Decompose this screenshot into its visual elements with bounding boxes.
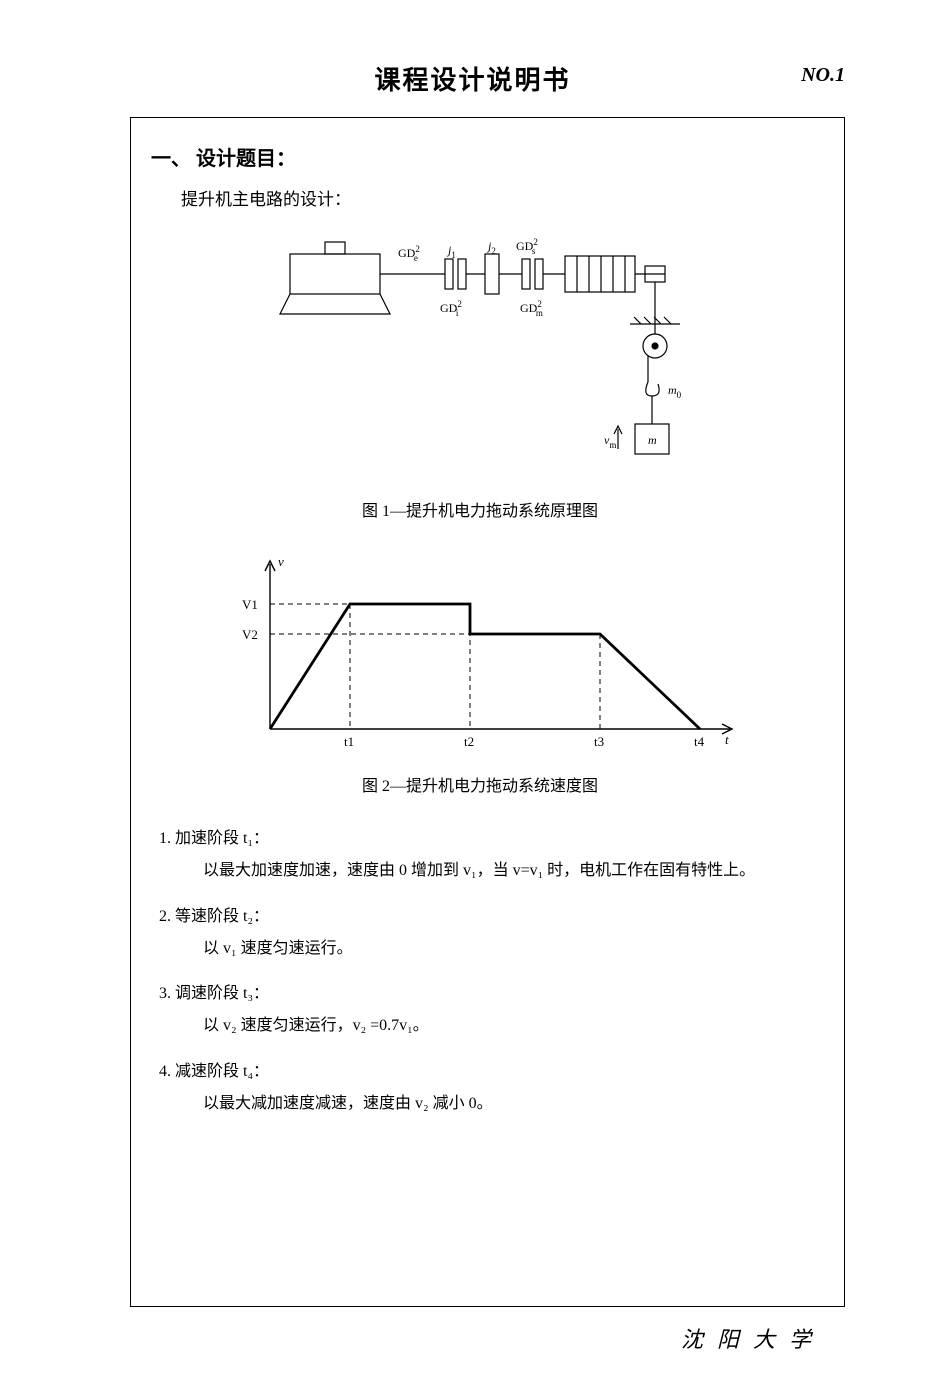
page: 课程设计说明书 NO.1 一、 设计题目： 提升机主电路的设计： <box>0 0 945 1394</box>
stage-1-title: 1. 加速阶段 t₁： <box>159 824 809 848</box>
footer-university: 沈阳大学 <box>0 1322 825 1354</box>
svg-text:GD2e: GD2e <box>398 244 420 263</box>
stage-2-title: 2. 等速阶段 t₂： <box>159 902 809 926</box>
ytick-v1: V1 <box>242 597 258 612</box>
svg-text:m0: m0 <box>668 383 682 400</box>
hoist-schematic-svg: GD2e GD2i GD2s GD2m j1 j2 j3 m0 m vm <box>270 224 690 484</box>
xtick-t4: t4 <box>694 734 705 749</box>
axis-y-label: v <box>278 554 284 569</box>
label-m0: m <box>668 383 677 397</box>
stage-3-title: 3. 调速阶段 t₃： <box>159 979 809 1003</box>
ytick-v2: V2 <box>242 627 258 642</box>
page-number: NO.1 <box>801 64 845 87</box>
svg-text:j1: j1 <box>446 243 456 260</box>
doc-title: 课程设计说明书 <box>374 60 570 97</box>
content-frame: 一、 设计题目： 提升机主电路的设计： <box>130 117 845 1307</box>
stage-3-body: 以 v₂ 速度匀速运行，v₂ =0.7v₁。 <box>203 1013 809 1039</box>
figure-2-caption: 图 2—提升机电力拖动系统速度图 <box>151 772 809 796</box>
figure-2: v t V1 V2 t1 t2 t3 t4 <box>151 549 809 764</box>
speed-graph-svg: v t V1 V2 t1 t2 t3 t4 <box>220 549 740 759</box>
svg-text:GD2i: GD2i <box>440 299 462 318</box>
label-m: m <box>648 433 657 447</box>
stage-4-title: 4. 减速阶段 t₄： <box>159 1057 809 1081</box>
xtick-t2: t2 <box>464 734 474 749</box>
axis-x-label: t <box>725 732 729 747</box>
figure-1-caption: 图 1—提升机电力拖动系统原理图 <box>151 497 809 521</box>
stage-1-body: 以最大加速度加速，速度由 0 增加到 v₁，当 v=v₁ 时，电机工作在固有特性… <box>203 858 809 884</box>
page-header: 课程设计说明书 NO.1 <box>0 60 945 97</box>
xtick-t3: t3 <box>594 734 604 749</box>
xtick-t1: t1 <box>344 734 354 749</box>
svg-text:GD2s: GD2s <box>516 237 538 256</box>
svg-text:vm: vm <box>604 433 616 450</box>
stage-4-body: 以最大减加速度减速，速度由 v₂ 减小 0。 <box>203 1091 809 1117</box>
stage-2-body: 以 v₁ 速度匀速运行。 <box>203 936 809 962</box>
figure-1: GD2e GD2i GD2s GD2m j1 j2 j3 m0 m vm <box>151 224 809 489</box>
section-subtitle: 提升机主电路的设计： <box>181 185 809 210</box>
section-heading: 一、 设计题目： <box>151 142 809 171</box>
